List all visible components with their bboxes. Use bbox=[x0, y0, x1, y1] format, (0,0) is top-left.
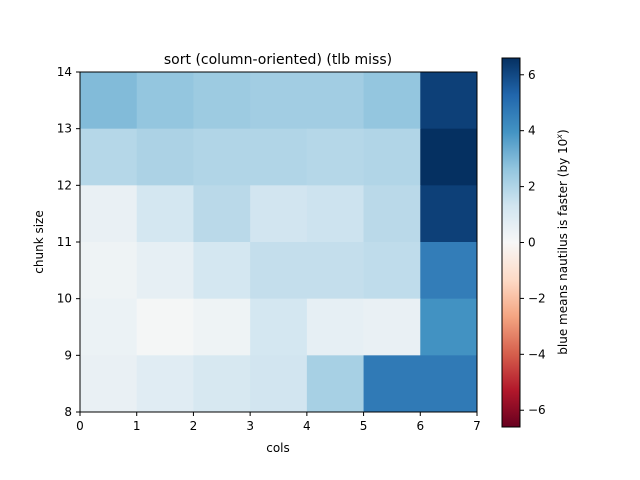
x-tick-label: 1 bbox=[133, 419, 141, 433]
heatmap-cell bbox=[80, 355, 138, 413]
x-tick-label: 4 bbox=[303, 419, 311, 433]
heatmap-cell bbox=[363, 128, 421, 186]
x-tick-label: 2 bbox=[190, 419, 198, 433]
heatmap-cell bbox=[250, 242, 308, 300]
heatmap-cell bbox=[363, 355, 421, 413]
heatmap-cell bbox=[250, 128, 308, 186]
x-axis-ticks: 0 1 2 3 4 5 6 7 bbox=[76, 412, 481, 433]
heatmap-cell bbox=[306, 185, 365, 243]
colorbar-ticks: 6 4 2 0 −2 −4 −6 bbox=[520, 68, 546, 417]
heatmap-cell bbox=[250, 298, 308, 356]
heatmap-cell bbox=[80, 72, 138, 130]
heatmap-cell bbox=[80, 298, 138, 356]
heatmap-cell bbox=[250, 355, 308, 413]
heatmap-cell bbox=[306, 72, 365, 130]
y-tick-label: 14 bbox=[57, 65, 72, 79]
y-tick-label: 12 bbox=[57, 178, 72, 192]
heatmap-cell bbox=[420, 355, 478, 413]
colorbar-tick-label: −2 bbox=[528, 291, 546, 305]
heatmap-cell bbox=[80, 185, 138, 243]
heatmap-cell bbox=[420, 128, 478, 186]
heatmap-cell bbox=[136, 355, 194, 413]
colorbar-tick-label: 4 bbox=[528, 124, 536, 138]
colorbar-label: blue means nautilus is faster (by 10x) bbox=[555, 129, 570, 354]
heatmap-cell bbox=[363, 185, 421, 243]
heatmap-cell bbox=[136, 298, 194, 356]
colorbar-tick-label: 6 bbox=[528, 68, 536, 82]
heatmap-cell bbox=[306, 242, 365, 300]
colorbar-tick-label: 2 bbox=[528, 180, 536, 194]
colorbar-tick-label: −4 bbox=[528, 347, 546, 361]
heatmap-cell bbox=[136, 72, 194, 130]
heatmap-cell bbox=[306, 355, 365, 413]
y-tick-label: 13 bbox=[57, 122, 72, 136]
colorbar-tick-label: 0 bbox=[528, 236, 536, 250]
heatmap-cell bbox=[420, 242, 478, 300]
heatmap-cell bbox=[136, 185, 194, 243]
heatmap-cell bbox=[193, 128, 251, 186]
y-tick-label: 10 bbox=[57, 292, 72, 306]
heatmap-cells bbox=[80, 72, 478, 413]
heatmap-cell bbox=[80, 242, 138, 300]
y-tick-label: 8 bbox=[64, 405, 72, 419]
heatmap-cell bbox=[193, 355, 251, 413]
x-tick-label: 6 bbox=[416, 419, 424, 433]
colorbar-tick-label: −6 bbox=[528, 403, 546, 417]
heatmap-cell bbox=[250, 185, 308, 243]
heatmap-cell bbox=[363, 72, 421, 130]
x-tick-label: 5 bbox=[360, 419, 368, 433]
heatmap-cell bbox=[193, 185, 251, 243]
heatmap-cell bbox=[363, 242, 421, 300]
heatmap-cell bbox=[250, 72, 308, 130]
colorbar bbox=[501, 57, 521, 428]
heatmap-cell bbox=[420, 185, 478, 243]
heatmap-cell bbox=[193, 298, 251, 356]
x-tick-label: 3 bbox=[246, 419, 254, 433]
y-tick-label: 11 bbox=[57, 235, 72, 249]
heatmap-cell bbox=[193, 72, 251, 130]
heatmap-cell bbox=[80, 128, 138, 186]
heatmap-cell bbox=[363, 298, 421, 356]
y-axis-label: chunk size bbox=[32, 210, 46, 273]
x-tick-label: 0 bbox=[76, 419, 84, 433]
y-axis-ticks: 8 9 10 11 12 13 14 bbox=[57, 65, 80, 419]
heatmap-cell bbox=[306, 298, 365, 356]
heatmap-cell bbox=[420, 298, 478, 356]
heatmap-cell bbox=[193, 242, 251, 300]
x-tick-label: 7 bbox=[473, 419, 481, 433]
heatmap-cell bbox=[136, 242, 194, 300]
y-tick-label: 9 bbox=[64, 348, 72, 362]
heatmap-cell bbox=[306, 128, 365, 186]
heatmap-cell bbox=[420, 72, 478, 130]
chart-title: sort (column-oriented) (tlb miss) bbox=[164, 52, 392, 68]
x-axis-label: cols bbox=[266, 441, 290, 455]
heatmap-cell bbox=[136, 128, 194, 186]
